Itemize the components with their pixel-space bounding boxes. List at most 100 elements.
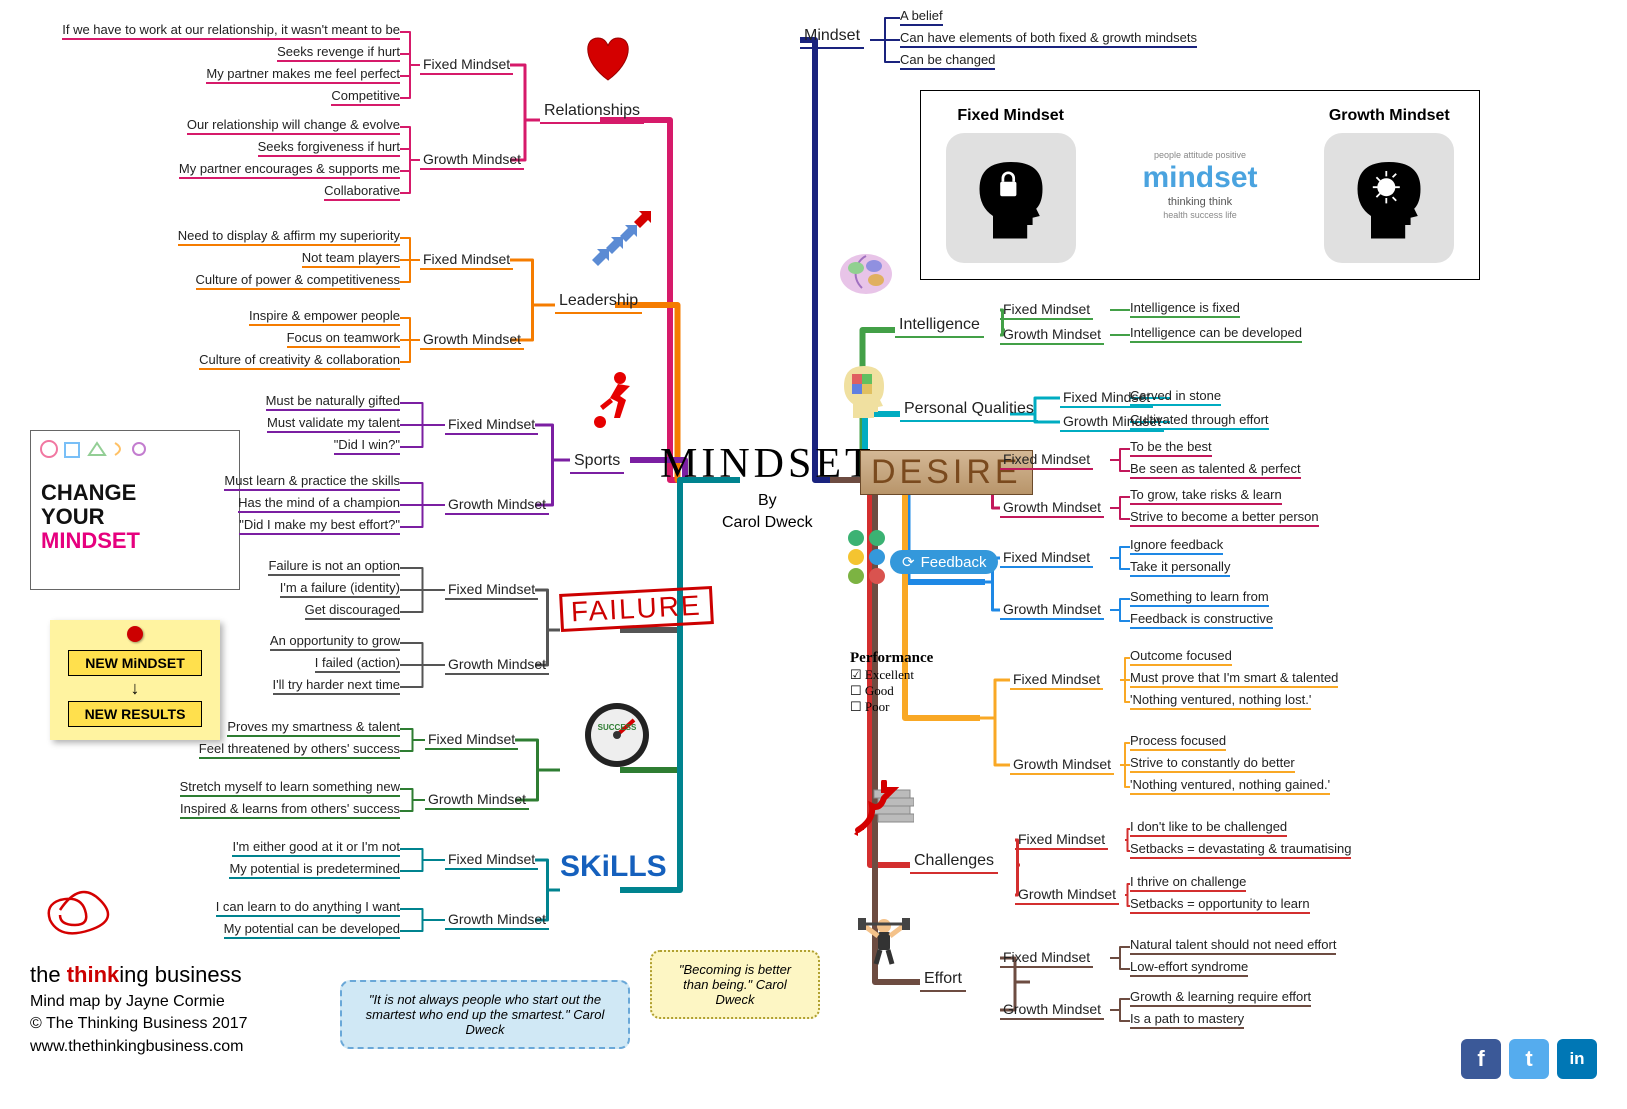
leaf-success: Stretch myself to learn something new	[180, 779, 400, 797]
leaf-personal: Carved in stone	[1130, 388, 1221, 406]
sub-performance: Fixed Mindset	[1010, 670, 1103, 690]
center-title: MINDSET	[660, 440, 875, 488]
leaf-relationships: Seeks revenge if hurt	[277, 44, 400, 62]
change-w2: YOUR	[41, 504, 105, 529]
success-gauge-icon: SUCCESS	[582, 700, 652, 770]
perf-r3: ☐ Poor	[850, 699, 933, 715]
leaf-relationships: If we have to work at our relationship, …	[62, 22, 400, 40]
branch-sports: Sports	[570, 450, 624, 474]
sub-performance: Growth Mindset	[1010, 755, 1114, 775]
leaf-leadership: Need to display & affirm my superiority	[178, 228, 400, 246]
pin-icon	[127, 626, 143, 642]
leaf-desire: Be seen as talented & perfect	[1130, 461, 1301, 479]
center-by: By	[660, 492, 875, 510]
leaf-relationships: Competitive	[331, 88, 400, 106]
perf-r1: ☑ Excellent	[850, 667, 933, 683]
leaf-relationships: My partner encourages & supports me	[179, 161, 400, 179]
sport-icon	[590, 370, 642, 442]
leaf-sports: Must learn & practice the skills	[224, 473, 400, 491]
sub-desire: Fixed Mindset	[1000, 450, 1093, 470]
sub-skills: Growth Mindset	[445, 910, 549, 930]
fixed-head-icon	[946, 133, 1076, 263]
leaf-performance: Must prove that I'm smart & talented	[1130, 670, 1338, 688]
performance-checklist: Performance ☑ Excellent ☐ Good ☐ Poor	[850, 650, 933, 715]
leaf-mindset: Can have elements of both fixed & growth…	[900, 30, 1197, 48]
branch-personal: Personal Qualities	[900, 398, 1038, 422]
note-l1: NEW MiNDSET	[68, 650, 202, 676]
sub-intelligence: Fixed Mindset	[1000, 300, 1093, 320]
heart-icon	[578, 30, 638, 84]
feedback-text: Feedback	[921, 554, 987, 571]
note-l2: NEW RESULTS	[68, 701, 202, 727]
sub-success: Growth Mindset	[425, 790, 529, 810]
leaf-skills: I can learn to do anything I want	[216, 899, 400, 917]
leaf-relationships: Our relationship will change & evolve	[187, 117, 400, 135]
leaf-failure: Get discouraged	[305, 602, 400, 620]
failure-stamp: FAILURE	[559, 586, 713, 632]
leaf-relationships: Seeks forgiveness if hurt	[258, 139, 400, 157]
brand-l3: © The Thinking Business 2017	[30, 1013, 248, 1035]
branch-intelligence: Intelligence	[895, 314, 984, 338]
sub-feedback: Growth Mindset	[1000, 600, 1104, 620]
leaf-sports: Must be naturally gifted	[266, 393, 400, 411]
leaf-sports: "Did I win?"	[334, 437, 400, 455]
refresh-icon: ⟳	[902, 553, 915, 571]
leaf-sports: "Did I make my best effort?"	[239, 517, 400, 535]
leaf-performance: Outcome focused	[1130, 648, 1232, 666]
twitter-icon[interactable]: t	[1509, 1039, 1549, 1079]
cloud-small2: thinking think	[1168, 196, 1232, 209]
sub-failure: Fixed Mindset	[445, 580, 538, 600]
weightlifter-icon	[854, 910, 914, 966]
leaf-leadership: Culture of power & competitiveness	[196, 272, 400, 290]
leaf-performance: Process focused	[1130, 733, 1226, 751]
leaf-personal: Cultivated through effort	[1130, 412, 1269, 430]
branch-relationships: Relationships	[540, 100, 644, 124]
growth-col: Growth Mindset	[1324, 107, 1454, 263]
leaf-leadership: Inspire & empower people	[249, 308, 400, 326]
cloud-big: mindset	[1142, 160, 1257, 196]
linkedin-icon[interactable]: in	[1557, 1039, 1597, 1079]
leaf-effort: Growth & learning require effort	[1130, 989, 1311, 1007]
leaf-skills: My potential is predetermined	[229, 861, 400, 879]
leaf-leadership: Not team players	[302, 250, 400, 268]
perf-r2: ☐ Good	[850, 683, 933, 699]
cloud-small: people attitude positive	[1154, 150, 1246, 161]
brand-logo: the thinking business	[30, 960, 248, 991]
leaf-failure: An opportunity to grow	[270, 633, 400, 651]
center-node: MINDSET By Carol Dweck	[660, 440, 875, 532]
leaf-mindset: A belief	[900, 8, 943, 26]
note-arrow: ↓	[58, 678, 212, 699]
sub-leadership: Fixed Mindset	[420, 250, 513, 270]
leaf-desire: To grow, take risks & learn	[1130, 487, 1282, 505]
sub-sports: Fixed Mindset	[445, 415, 538, 435]
arrows-icon	[582, 200, 652, 270]
feedback-pill: ⟳ Feedback	[890, 550, 998, 574]
brand-l2: Mind map by Jayne Cormie	[30, 991, 248, 1013]
leaf-feedback: Take it personally	[1130, 559, 1230, 577]
leaf-performance: 'Nothing ventured, nothing gained.'	[1130, 777, 1330, 795]
leaf-effort: Is a path to mastery	[1130, 1011, 1244, 1029]
leaf-desire: Strive to become a better person	[1130, 509, 1319, 527]
leaf-intelligence: Intelligence is fixed	[1130, 300, 1240, 318]
sub-challenges: Fixed Mindset	[1015, 830, 1108, 850]
leaf-performance: Strive to constantly do better	[1130, 755, 1295, 773]
branch-mindset: Mindset	[800, 25, 864, 49]
skills-label: SKiLLS	[560, 850, 667, 884]
leaf-mindset: Can be changed	[900, 52, 995, 70]
sub-skills: Fixed Mindset	[445, 850, 538, 870]
branch-challenges: Challenges	[910, 850, 998, 874]
leaf-leadership: Culture of creativity & collaboration	[199, 352, 400, 370]
leaf-feedback: Something to learn from	[1130, 589, 1269, 607]
sub-sports: Growth Mindset	[445, 495, 549, 515]
leaf-success: Feel threatened by others' success	[199, 741, 400, 759]
wall-arrow-icon	[854, 780, 914, 840]
sub-leadership: Growth Mindset	[420, 330, 524, 350]
sub-feedback: Fixed Mindset	[1000, 548, 1093, 568]
leaf-sports: Must validate my talent	[267, 415, 400, 433]
sub-failure: Growth Mindset	[445, 655, 549, 675]
facebook-icon[interactable]: f	[1461, 1039, 1501, 1079]
cloud-small3: health success life	[1163, 210, 1237, 221]
sub-intelligence: Growth Mindset	[1000, 325, 1104, 345]
sub-effort: Growth Mindset	[1000, 1000, 1104, 1020]
leaf-failure: I failed (action)	[315, 655, 400, 673]
